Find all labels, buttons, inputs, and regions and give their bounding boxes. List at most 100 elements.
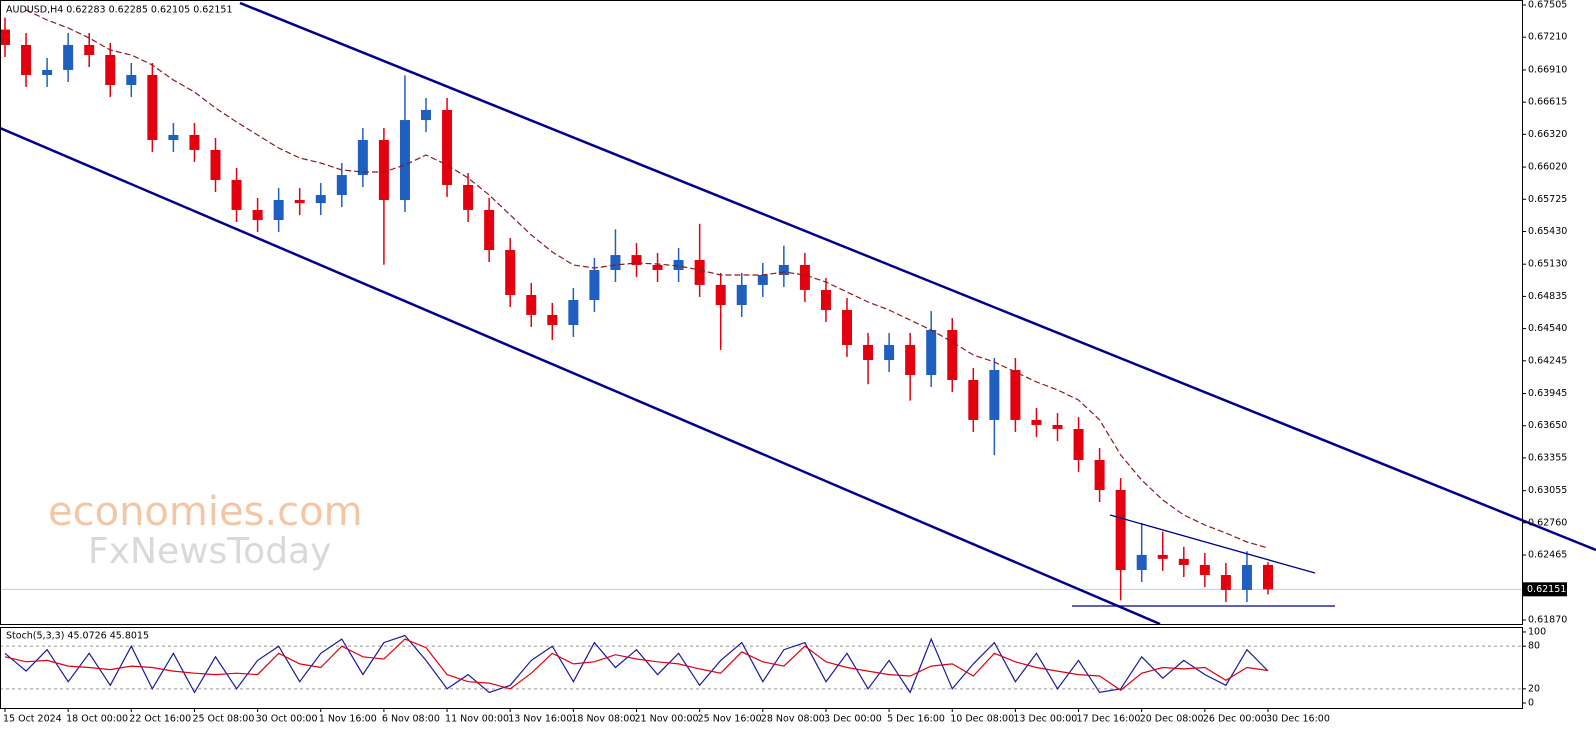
x-tick-label: 3 Dec 00:00 xyxy=(824,714,882,725)
y-tick-label: 0.65725 xyxy=(1528,194,1567,205)
candle-body xyxy=(42,69,53,75)
indicator-label: Stoch(5,3,3) 45.0726 45.8015 xyxy=(6,631,149,642)
candle-body xyxy=(526,294,537,315)
x-tick-label: 18 Nov 08:00 xyxy=(571,714,635,725)
candle-body xyxy=(0,29,10,45)
x-tick-label: 20 Dec 08:00 xyxy=(1140,714,1204,725)
x-tick-label: 11 Nov 00:00 xyxy=(445,714,509,725)
candle-body xyxy=(778,264,789,276)
y-tick-label: 80 xyxy=(1528,641,1540,652)
plot-area xyxy=(0,9,1522,694)
candle-body xyxy=(273,200,284,221)
candle-body xyxy=(442,110,453,185)
candle-body xyxy=(947,330,958,380)
x-tick-label: 21 Nov 00:00 xyxy=(635,714,699,725)
x-tick-label: 25 Oct 08:00 xyxy=(192,714,254,725)
candle-body xyxy=(1073,428,1084,460)
x-tick-label: 30 Oct 00:00 xyxy=(256,714,318,725)
candle-body xyxy=(1157,554,1168,559)
candle-body xyxy=(1199,564,1210,576)
candle-body xyxy=(231,179,242,210)
x-tick-label: 30 Dec 16:00 xyxy=(1266,714,1330,725)
y-tick-label: 0.62760 xyxy=(1528,517,1567,528)
y-tick-label: 0.65430 xyxy=(1528,226,1567,237)
candle-body xyxy=(1220,575,1231,590)
candle-body xyxy=(1115,490,1126,570)
stoch-line xyxy=(4,634,1269,694)
symbol-header: AUDUSD,H4 0.62283 0.62285 0.62105 0.6215… xyxy=(6,5,233,16)
x-tick-label: 22 Oct 16:00 xyxy=(129,714,191,725)
candle-body xyxy=(820,289,831,311)
candle-body xyxy=(378,140,389,201)
candle-body xyxy=(842,310,852,345)
candle-body xyxy=(631,255,642,265)
candle-body xyxy=(105,55,116,86)
candle-body xyxy=(1010,369,1021,420)
channel-upper xyxy=(239,1,1596,552)
candle-body xyxy=(799,264,810,290)
candle-body xyxy=(1052,424,1063,429)
candle-body xyxy=(715,284,726,306)
main-frame xyxy=(0,0,1523,625)
candle-body xyxy=(63,44,74,70)
triangle-top xyxy=(1109,514,1316,574)
candle-body xyxy=(147,74,158,141)
y-tick-label: 0 xyxy=(1528,698,1534,709)
candle-body xyxy=(168,134,179,141)
candle-body xyxy=(505,250,516,295)
stoch-line xyxy=(4,638,1269,691)
candle-body xyxy=(652,264,663,270)
y-tick-label: 0.63355 xyxy=(1528,452,1567,463)
candle-body xyxy=(210,149,221,180)
y-tick-label: 0.66320 xyxy=(1528,129,1567,140)
candle-body xyxy=(884,344,895,361)
y-tick-label: 0.66910 xyxy=(1528,64,1567,75)
candle-body xyxy=(568,300,579,325)
candle-body xyxy=(736,284,747,306)
x-tick-label: 10 Dec 08:00 xyxy=(950,714,1014,725)
y-tick-label: 20 xyxy=(1528,683,1540,694)
candle-body xyxy=(694,259,705,285)
y-tick-label: 0.66020 xyxy=(1528,162,1567,173)
candle-body xyxy=(421,110,431,121)
watermark: economies.com xyxy=(48,489,363,535)
last-price-box xyxy=(1523,582,1567,597)
y-tick-label: 0.62465 xyxy=(1528,550,1567,561)
moving-average xyxy=(25,9,1269,549)
y-tick-label: 0.63945 xyxy=(1528,388,1567,399)
candle-body xyxy=(989,369,1000,420)
candle-body xyxy=(484,209,495,251)
x-tick-label: 26 Dec 00:00 xyxy=(1203,714,1267,725)
x-tick-label: 1 Nov 16:00 xyxy=(319,714,377,725)
x-tick-label: 13 Dec 00:00 xyxy=(1013,714,1077,725)
stoch-frame xyxy=(0,627,1523,709)
candle-body xyxy=(126,74,137,86)
candle-body xyxy=(357,140,368,176)
x-tick-label: 15 Oct 2024 xyxy=(3,714,62,725)
y-tick-label: 0.67505 xyxy=(1528,0,1567,11)
candle-body xyxy=(1241,564,1252,590)
y-tick-label: 0.63650 xyxy=(1528,420,1567,431)
candle-body xyxy=(757,275,768,285)
x-tick-label: 25 Nov 16:00 xyxy=(698,714,762,725)
y-tick-label: 0.64540 xyxy=(1528,323,1567,334)
y-tick-label: 0.65130 xyxy=(1528,259,1567,270)
candle-body xyxy=(1263,564,1273,590)
candle-body xyxy=(905,344,916,375)
x-tick-label: 6 Nov 08:00 xyxy=(382,714,440,725)
candle-body xyxy=(926,330,937,375)
x-tick-label: 17 Dec 16:00 xyxy=(1077,714,1141,725)
candle-body xyxy=(863,344,874,361)
x-tick-label: 18 Oct 00:00 xyxy=(66,714,128,725)
candle-body xyxy=(673,259,684,270)
candle-body xyxy=(399,120,410,201)
y-tick-label: 0.64245 xyxy=(1528,355,1567,366)
y-tick-label: 0.67210 xyxy=(1528,32,1567,43)
candle-body xyxy=(1031,419,1042,425)
candle-body xyxy=(315,195,326,204)
y-tick-label: 0.66615 xyxy=(1528,97,1567,108)
y-tick-label: 0.63055 xyxy=(1528,485,1567,496)
candle-body xyxy=(84,44,95,56)
